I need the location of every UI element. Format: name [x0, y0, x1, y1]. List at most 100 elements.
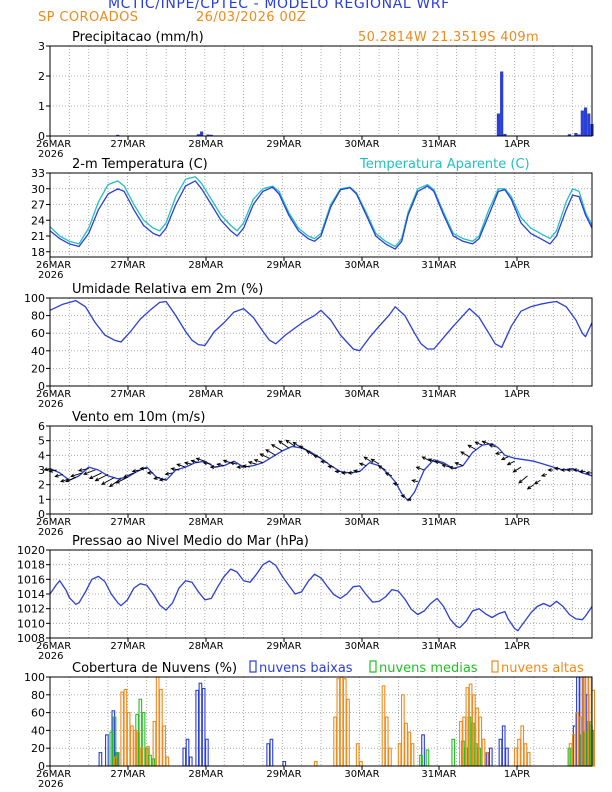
wind-arrow-head — [481, 440, 486, 445]
wind-arrow-shaft — [196, 457, 205, 462]
precip-bar — [206, 134, 210, 136]
wind-arrow-head — [70, 473, 75, 478]
wind-arrow-head — [467, 444, 472, 449]
clouds-xtick-label: 31MAR — [421, 769, 456, 780]
wind-year-label: 2026 — [38, 527, 63, 538]
temp-ytick-label: 33 — [31, 167, 45, 180]
temp-xtick-label: 27MAR — [110, 260, 145, 271]
temp-xtick-label: 30MAR — [344, 260, 379, 271]
pressure-ytick-label: 1012 — [17, 603, 45, 616]
wind-xtick-label: 28MAR — [188, 517, 223, 528]
wind-arrow-head — [82, 471, 88, 475]
wind-arrow-head — [259, 453, 264, 458]
wind-arrow-shaft — [242, 465, 251, 468]
wind-arrow-head — [370, 458, 375, 463]
rh-year-label: 2026 — [38, 399, 63, 410]
wind-arrow-shaft — [416, 466, 425, 471]
precip-bar — [496, 113, 501, 136]
pressure-ytick-label: 1008 — [17, 632, 45, 645]
wind-arrow-head — [222, 459, 228, 464]
wind-xtick-label: 31MAR — [421, 517, 456, 528]
precip-xtick-label: 26MAR — [36, 139, 71, 150]
temp-xtick-label: 26MAR — [36, 260, 71, 271]
wind-arrow-head — [411, 479, 416, 483]
rh-ytick-label: 80 — [31, 310, 45, 323]
pressure-title: Pressao ao Nivel Medio do Mar (hPa) — [72, 534, 309, 549]
wind-arrow-head — [578, 469, 584, 474]
wind-xtick-label: 26MAR — [36, 517, 71, 528]
wind-arrow-head — [88, 475, 94, 480]
cloud-legend-label: nuvens baixas — [259, 661, 353, 676]
precip-xtick-label: 29MAR — [266, 139, 301, 150]
temp-ytick-label: 27 — [31, 199, 45, 212]
wind-ytick-label: 0 — [38, 508, 45, 521]
wind-arrow-head — [195, 457, 200, 462]
wind-ytick-label: 2 — [38, 479, 45, 492]
clouds-frame — [49, 676, 593, 767]
wind-arrow-shaft — [109, 478, 122, 487]
wind-arrow-shaft — [534, 479, 541, 485]
wind-arrow-shaft — [527, 484, 535, 490]
header-run: 26/03/2026 00Z — [196, 10, 307, 25]
wind-arrow-shaft — [371, 458, 380, 465]
wind-arrow-head — [421, 456, 426, 461]
clouds-ytick-label: 40 — [31, 724, 45, 737]
wind-arrow-shaft — [285, 439, 296, 447]
precip-year-label: 2026 — [38, 149, 63, 160]
precip-bar — [587, 113, 591, 136]
wind-arrow-head — [247, 460, 253, 465]
pressure-xtick-label: 30MAR — [344, 641, 379, 652]
wind-arrow-head — [406, 497, 412, 502]
wind-arrow-shaft — [248, 461, 257, 465]
wind-arrow-head — [94, 477, 99, 482]
wind-arrow-shaft — [475, 441, 483, 446]
wind-arrow-head — [392, 482, 398, 486]
pressure-xtick-label: 29MAR — [266, 641, 301, 652]
wind-arrow-head — [139, 466, 144, 471]
wind-arrow-shaft — [422, 456, 431, 462]
wind-arrow-shaft — [83, 469, 96, 475]
wind-arrow-head — [434, 460, 439, 465]
precip-bar — [196, 134, 201, 136]
wind-arrow-head — [146, 471, 151, 475]
precip-bar — [567, 134, 572, 136]
wind-arrow-head — [253, 458, 259, 463]
wind-arrow-shaft — [455, 462, 464, 467]
precip-bar — [583, 107, 588, 136]
precip-panel: 0 1 2 3 26MAR 27MAR 28MAR 29MAR 30MAR 31MAR 1APR 20… — [36, 30, 594, 160]
cloud-legend-label: nuvens altas — [501, 661, 584, 676]
clouds-year-label: 2026 — [38, 779, 63, 790]
wind-arrow-head — [278, 440, 283, 445]
wind-arrow-shaft — [460, 451, 470, 458]
wind-arrow-head — [153, 476, 158, 480]
wind-arrow-head — [298, 445, 304, 450]
precip-xtick-label: 31MAR — [421, 139, 456, 150]
wind-arrow-head — [115, 479, 120, 484]
wind-ytick-label: 5 — [38, 435, 45, 448]
temp-title: 2-m Temperatura (C) — [72, 157, 208, 172]
wind-arrow-shaft — [385, 472, 393, 477]
wind-arrow-head — [320, 460, 325, 464]
wind-ytick-label: 1 — [38, 493, 45, 506]
precip-ytick-label: 1 — [38, 100, 45, 113]
wind-arrow-head — [353, 469, 358, 474]
wind-arrow-shaft — [265, 449, 277, 456]
wind-arrow-shaft — [467, 444, 477, 450]
wind-arrow-head — [209, 465, 215, 469]
coordinates-label: 50.2814W 21.3519S 409m — [358, 30, 539, 45]
precip-bar — [209, 134, 213, 136]
wind-arrow-shaft — [278, 440, 289, 449]
precip-bar — [200, 131, 204, 136]
wind-arrow-head — [59, 478, 65, 483]
precip-bar — [116, 134, 120, 136]
wind-arrow-head — [285, 439, 290, 444]
wind-xtick-label: 29MAR — [266, 517, 301, 528]
cloud-legend-label: nuvens medias — [379, 661, 478, 676]
wind-arrow-shaft — [363, 456, 373, 464]
precip-bar — [580, 110, 584, 136]
precip-ytick-label: 2 — [38, 70, 45, 83]
wind-arrow-head — [131, 468, 137, 473]
wind-arrow-head — [347, 471, 352, 475]
